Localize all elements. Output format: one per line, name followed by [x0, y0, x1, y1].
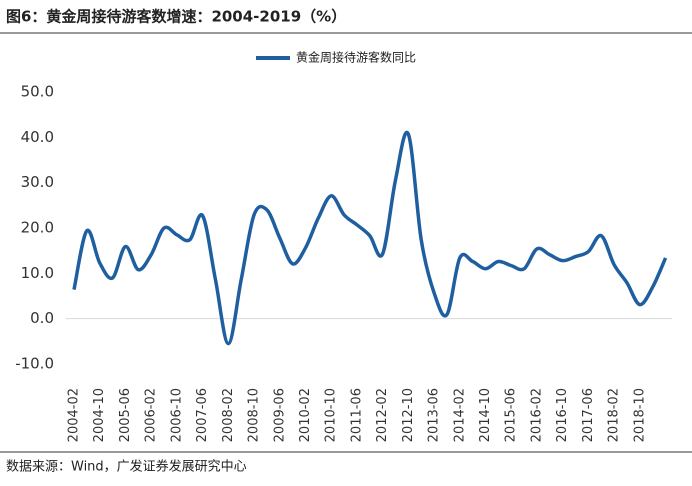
y-tick-label: 30.0: [21, 173, 54, 191]
x-tick-label: 2004-10: [92, 388, 107, 442]
y-tick-label: 10.0: [21, 264, 54, 282]
x-tick-label: 2007-06: [195, 388, 210, 442]
y-tick-label: 40.0: [21, 128, 54, 146]
x-tick-label: 2013-06: [427, 388, 442, 442]
x-tick-label: 2014-10: [478, 388, 493, 442]
x-tick-label: 2016-10: [555, 388, 570, 442]
x-tick-label: 2011-06: [349, 388, 364, 442]
y-tick-label: -10.0: [15, 355, 54, 373]
x-tick-label: 2018-02: [607, 388, 622, 442]
x-tick-label: 2006-02: [144, 388, 159, 442]
x-tick-label: 2010-02: [298, 388, 313, 442]
x-tick-label: 2018-10: [632, 388, 647, 442]
x-tick-label: 2004-02: [67, 388, 82, 442]
source: 数据来源：Wind，广发证券发展研究中心: [6, 459, 247, 475]
x-tick-label: 2009-06: [272, 388, 287, 442]
x-tick-label: 2008-10: [247, 388, 262, 442]
x-tick-label: 2015-06: [504, 388, 519, 442]
x-tick-label: 2008-02: [221, 388, 236, 442]
x-tick-label: 2012-10: [401, 388, 416, 442]
legend-label: 黄金周接待游客数同比: [296, 50, 416, 65]
series-line: [72, 130, 668, 346]
x-tick-label: 2014-02: [452, 388, 467, 442]
x-tick-label: 2016-02: [529, 388, 544, 442]
x-tick-label: 2006-10: [169, 388, 184, 442]
x-tick-label: 2005-06: [118, 388, 133, 442]
y-tick-label: 20.0: [21, 219, 54, 237]
y-tick-label: 0.0: [30, 309, 54, 327]
y-tick-label: 50.0: [21, 83, 54, 101]
chart-title: 图6：黄金周接待游客数增速：2004-2019（%）: [6, 8, 346, 26]
x-tick-label: 2017-06: [581, 388, 596, 442]
x-tick-label: 2012-02: [375, 388, 390, 442]
x-tick-label: 2010-10: [324, 388, 339, 442]
